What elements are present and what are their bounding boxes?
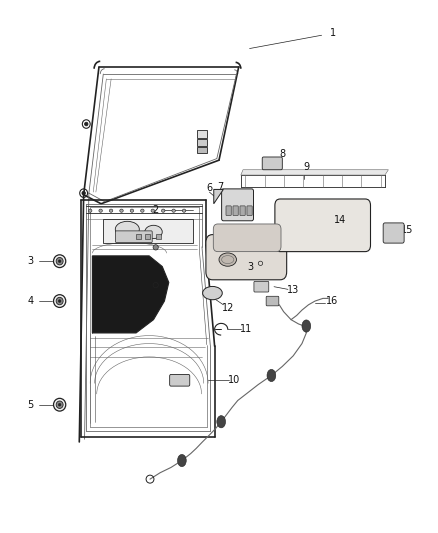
Text: 1: 1 — [329, 28, 336, 38]
Text: 3: 3 — [27, 256, 33, 266]
FancyBboxPatch shape — [206, 235, 287, 280]
FancyBboxPatch shape — [197, 140, 207, 147]
Text: 5: 5 — [27, 400, 34, 410]
Polygon shape — [103, 219, 193, 243]
Text: 7: 7 — [217, 182, 223, 192]
Ellipse shape — [217, 416, 226, 428]
Text: 10: 10 — [228, 375, 240, 385]
Text: 16: 16 — [325, 296, 338, 306]
Ellipse shape — [56, 297, 63, 305]
Ellipse shape — [219, 253, 237, 266]
Text: 8: 8 — [279, 149, 286, 159]
FancyBboxPatch shape — [233, 206, 238, 215]
FancyBboxPatch shape — [197, 148, 207, 154]
FancyBboxPatch shape — [116, 231, 152, 243]
Ellipse shape — [172, 209, 175, 212]
Text: 11: 11 — [240, 324, 252, 334]
FancyBboxPatch shape — [226, 206, 231, 215]
Ellipse shape — [162, 209, 165, 212]
Ellipse shape — [130, 209, 134, 212]
Text: 13: 13 — [287, 286, 299, 295]
Ellipse shape — [99, 209, 102, 212]
Ellipse shape — [141, 209, 144, 212]
Text: 15: 15 — [401, 225, 413, 236]
Polygon shape — [92, 256, 169, 333]
FancyBboxPatch shape — [155, 233, 161, 239]
Ellipse shape — [110, 209, 113, 212]
Polygon shape — [214, 189, 223, 204]
FancyBboxPatch shape — [383, 223, 404, 243]
FancyBboxPatch shape — [262, 157, 283, 169]
FancyBboxPatch shape — [145, 233, 150, 239]
FancyBboxPatch shape — [170, 374, 190, 386]
FancyBboxPatch shape — [222, 189, 254, 221]
Ellipse shape — [82, 191, 85, 195]
FancyBboxPatch shape — [266, 296, 279, 306]
Ellipse shape — [120, 209, 123, 212]
FancyBboxPatch shape — [247, 206, 252, 215]
Text: 4: 4 — [27, 296, 33, 306]
Ellipse shape — [151, 209, 155, 212]
Ellipse shape — [145, 225, 162, 239]
Ellipse shape — [58, 300, 61, 302]
FancyBboxPatch shape — [197, 131, 207, 138]
Ellipse shape — [53, 295, 66, 308]
Ellipse shape — [53, 398, 66, 411]
Ellipse shape — [153, 245, 158, 250]
Text: 12: 12 — [222, 303, 234, 313]
Ellipse shape — [53, 255, 66, 268]
Ellipse shape — [56, 257, 63, 265]
FancyBboxPatch shape — [275, 199, 371, 252]
FancyBboxPatch shape — [213, 224, 281, 252]
Text: 9: 9 — [303, 161, 309, 172]
Ellipse shape — [85, 122, 88, 126]
Ellipse shape — [115, 221, 139, 237]
Polygon shape — [241, 169, 389, 175]
Ellipse shape — [58, 260, 61, 263]
FancyBboxPatch shape — [240, 206, 245, 215]
Ellipse shape — [56, 401, 63, 408]
FancyBboxPatch shape — [136, 233, 141, 239]
Text: 14: 14 — [334, 215, 346, 225]
Text: 2: 2 — [152, 205, 159, 215]
Ellipse shape — [267, 369, 276, 382]
Ellipse shape — [177, 455, 186, 467]
FancyBboxPatch shape — [254, 281, 269, 292]
Ellipse shape — [203, 286, 222, 300]
Text: 3: 3 — [247, 262, 254, 271]
Ellipse shape — [302, 320, 311, 332]
Text: 6: 6 — [206, 183, 212, 193]
Ellipse shape — [58, 403, 61, 406]
Ellipse shape — [88, 209, 92, 212]
Ellipse shape — [182, 209, 186, 212]
